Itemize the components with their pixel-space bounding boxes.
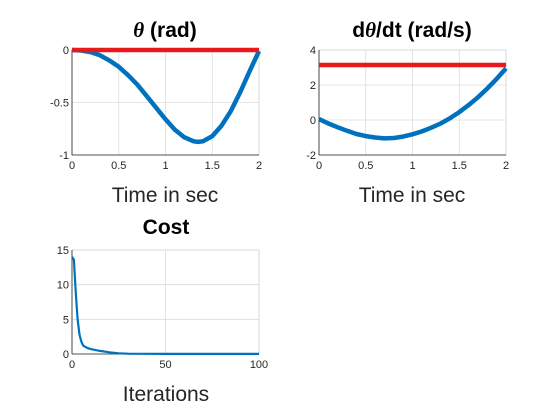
dtheta-xtick-label: 1: [409, 160, 415, 172]
theta-chart: 0 0.5 1 1.5 2 -1 -0.5 0 θ (rad) Time in sec: [50, 18, 262, 207]
dtheta-ytick-label: 0: [310, 115, 316, 127]
dtheta-ytick-label: 2: [310, 80, 316, 92]
cost-ytick-label: 15: [57, 245, 69, 257]
dtheta-xtick-label: 0: [316, 160, 322, 172]
theta-ytick-label: 0: [63, 45, 69, 57]
cost-chart: 0 50 100 0 5 10 15 Cost Iterations: [57, 216, 268, 406]
theta-xtick-label: 0: [69, 160, 75, 172]
cost-axes: 0 50 100 0 5 10 15: [57, 245, 268, 371]
cost-xtick-label: 0: [69, 359, 75, 371]
cost-xtick-label: 50: [159, 359, 171, 371]
cost-line: [71, 256, 259, 355]
dtheta-ytick-label: 4: [310, 45, 316, 57]
dtheta-xtick-label: 2: [503, 160, 509, 172]
theta-chart-title: θ (rad): [133, 18, 196, 42]
dtheta-ytick-label: -2: [306, 150, 316, 162]
dtheta-xtick-label: 0.5: [358, 160, 373, 172]
theta-axes: 0 0.5 1 1.5 2 -1 -0.5 0: [50, 45, 262, 172]
cost-xtick-label: 100: [250, 359, 268, 371]
theta-trajectory-line: [71, 47, 262, 145]
theta-ytick-label: -0.5: [50, 98, 69, 110]
cost-chart-xlabel: Iterations: [123, 383, 209, 406]
dtheta-chart-xlabel: Time in sec: [359, 184, 466, 207]
theta-xtick-label: 0.5: [111, 160, 126, 172]
dtheta-trajectory-line: [318, 66, 508, 141]
cost-ytick-label: 10: [57, 280, 69, 292]
theta-xtick-label: 2: [256, 160, 262, 172]
theta-ytick-label: -1: [59, 150, 69, 162]
theta-xtick-label: 1.5: [205, 160, 220, 172]
cost-ytick-label: 5: [63, 314, 69, 326]
cost-chart-title: Cost: [143, 216, 190, 239]
cost-ytick-label: 0: [63, 349, 69, 361]
dtheta-chart-title: dθ/dt (rad/s): [352, 18, 471, 42]
theta-xtick-label: 1: [162, 160, 168, 172]
theta-chart-xlabel: Time in sec: [112, 184, 219, 207]
dtheta-xtick-label: 1.5: [452, 160, 467, 172]
